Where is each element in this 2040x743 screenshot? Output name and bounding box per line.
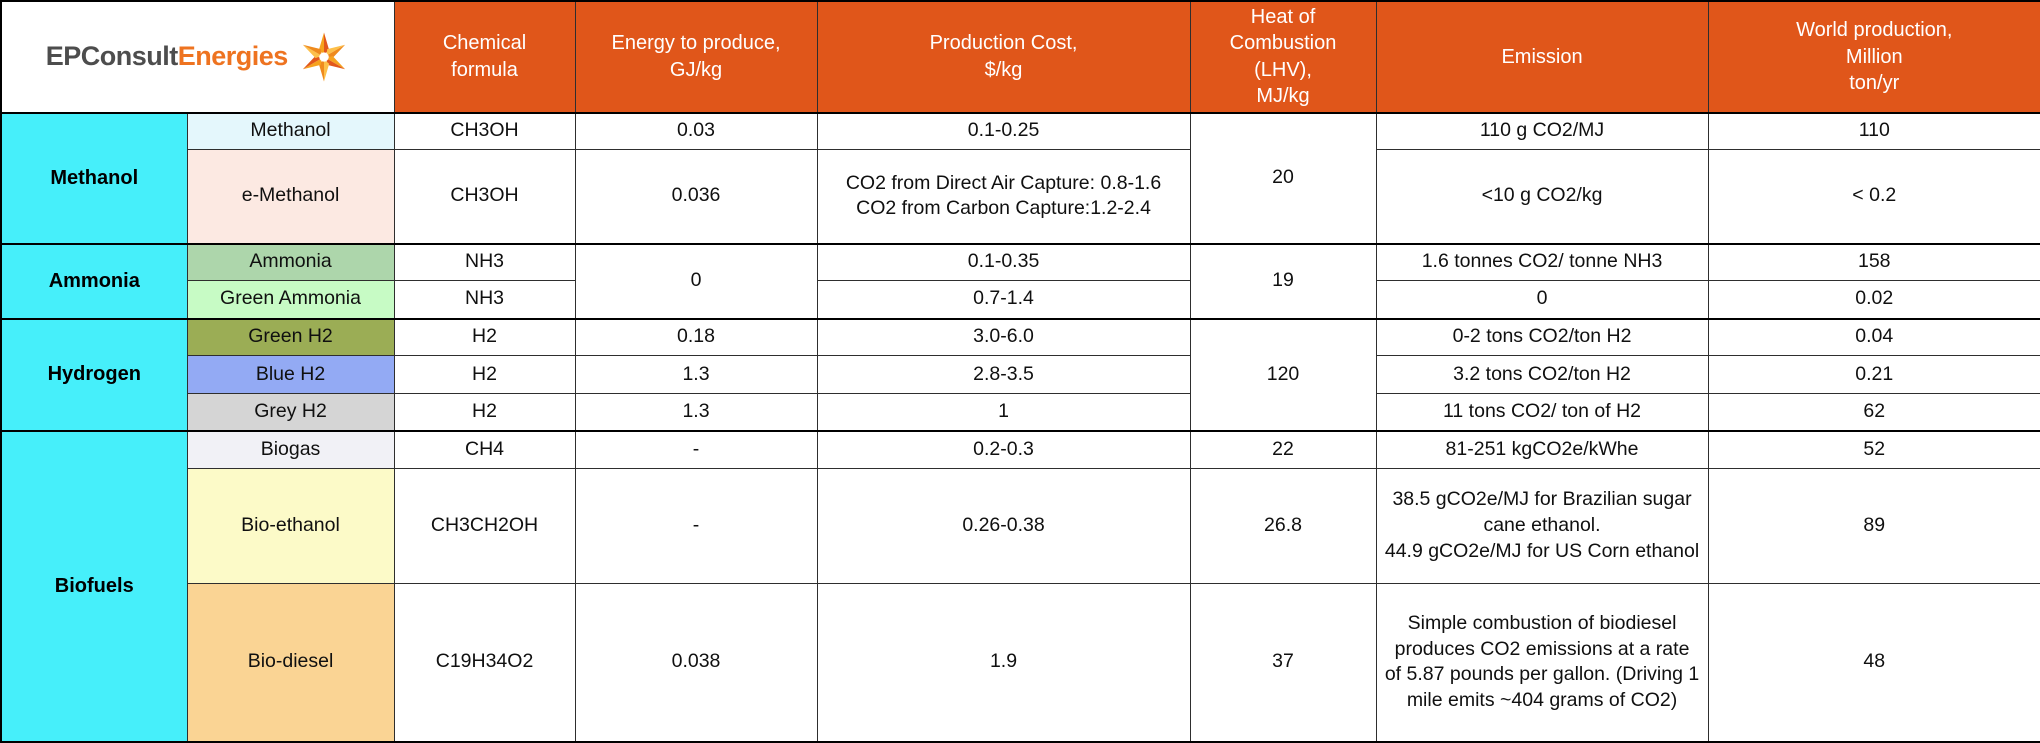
row-methanol: Methanol Methanol CH3OH 0.03 0.1-0.25 20… xyxy=(0,111,2040,245)
row-ammonia: Ammonia Ammonia NH3 0 0.1-0.35 19 1.6 to… xyxy=(0,242,2040,320)
row-bio-diesel: Bio-diesel C19H34O2 0.038 1.9 37 Simple … xyxy=(1,583,2040,743)
production-grey-h2: 62 xyxy=(1707,393,2040,432)
cost-e-methanol: CO2 from Direct Air Capture: 0.8-1.6 CO2… xyxy=(816,149,1191,245)
lhv-biogas: 22 xyxy=(1189,429,1377,470)
production-bio-diesel: 48 xyxy=(1707,583,2040,743)
energy-biogas: - xyxy=(574,429,818,470)
production-green-ammonia: 0.02 xyxy=(1707,280,2040,320)
emission-biogas: 81-251 kgCO2e/kWhe xyxy=(1375,429,1709,470)
production-bio-ethanol: 89 xyxy=(1707,468,2040,585)
cost-biogas: 0.2-0.3 xyxy=(816,429,1191,470)
energy-bio-ethanol: - xyxy=(574,468,818,585)
cost-blue-h2: 2.8-3.5 xyxy=(816,355,1191,395)
energy-grey-h2: 1.3 xyxy=(574,393,818,432)
row-e-methanol: e-Methanol CH3OH 0.036 CO2 from Direct A… xyxy=(1,149,2040,245)
emission-bio-ethanol: 38.5 gCO2e/MJ for Brazilian sugar cane e… xyxy=(1375,468,1709,585)
brand-part-epconsult: EPConsult xyxy=(45,40,179,71)
brand-wordmark: EPConsultEnergies xyxy=(45,39,289,75)
lhv-methanol-group: 20 xyxy=(1189,111,1377,245)
header-row: EPConsultEnergies Chemical formula Energ… xyxy=(0,0,2040,114)
production-e-methanol: < 0.2 xyxy=(1707,149,2040,245)
fuel-bio-diesel: Bio-diesel xyxy=(186,583,395,743)
production-green-h2: 0.04 xyxy=(1707,317,2040,357)
cost-methanol: 0.1-0.25 xyxy=(816,111,1191,151)
formula-green-ammonia: NH3 xyxy=(393,280,576,320)
production-biogas: 52 xyxy=(1707,429,2040,470)
brand-part-energies: Energies xyxy=(177,40,289,71)
col-header-chemical-formula: Chemical formula xyxy=(393,0,576,114)
energy-ammonia-group: 0 xyxy=(574,242,818,320)
formula-ammonia: NH3 xyxy=(393,242,576,282)
cost-bio-ethanol: 0.26-0.38 xyxy=(816,468,1191,585)
production-ammonia: 158 xyxy=(1707,242,2040,282)
energy-bio-diesel: 0.038 xyxy=(574,583,818,743)
fuel-methanol: Methanol xyxy=(186,111,395,151)
row-green-h2: Hydrogen Green H2 H2 0.18 3.0-6.0 120 0-… xyxy=(0,317,2040,432)
emission-green-h2: 0-2 tons CO2/ton H2 xyxy=(1375,317,1709,357)
fuel-green-h2: Green H2 xyxy=(186,317,395,357)
emission-blue-h2: 3.2 tons CO2/ton H2 xyxy=(1375,355,1709,395)
col-header-cost: Production Cost, $/kg xyxy=(816,0,1191,114)
category-ammonia: Ammonia xyxy=(0,242,188,320)
formula-bio-diesel: C19H34O2 xyxy=(393,583,576,743)
col-header-emission: Emission xyxy=(1375,0,1709,114)
formula-biogas: CH4 xyxy=(393,429,576,470)
formula-methanol: CH3OH xyxy=(393,111,576,151)
emission-grey-h2: 11 tons CO2/ ton of H2 xyxy=(1375,393,1709,432)
cost-ammonia: 0.1-0.35 xyxy=(816,242,1191,282)
fuel-green-ammonia: Green Ammonia xyxy=(186,280,395,320)
formula-grey-h2: H2 xyxy=(393,393,576,432)
lhv-bio-ethanol: 26.8 xyxy=(1189,468,1377,585)
row-bio-ethanol: Bio-ethanol CH3CH2OH - 0.26-0.38 26.8 38… xyxy=(1,468,2040,585)
formula-e-methanol: CH3OH xyxy=(393,149,576,245)
emission-green-ammonia: 0 xyxy=(1375,280,1709,320)
starburst-icon xyxy=(302,32,345,82)
fuel-ammonia: Ammonia xyxy=(186,242,395,282)
formula-green-h2: H2 xyxy=(393,317,576,357)
category-biofuels: Biofuels xyxy=(0,429,188,743)
col-header-energy: Energy to produce, GJ/kg xyxy=(574,0,818,114)
col-header-lhv: Heat of Combustion (LHV), MJ/kg xyxy=(1189,0,1377,114)
cost-green-ammonia: 0.7-1.4 xyxy=(816,280,1191,320)
logo-cell: EPConsultEnergies xyxy=(0,0,395,114)
category-hydrogen: Hydrogen xyxy=(0,317,188,432)
production-blue-h2: 0.21 xyxy=(1707,355,2040,395)
fuel-bio-ethanol: Bio-ethanol xyxy=(186,468,395,585)
emission-methanol: 110 g CO2/MJ xyxy=(1375,111,1709,151)
fuel-blue-h2: Blue H2 xyxy=(186,355,395,395)
emission-bio-diesel: Simple combustion of biodiesel produces … xyxy=(1375,583,1709,743)
energy-methanol: 0.03 xyxy=(574,111,818,151)
cost-bio-diesel: 1.9 xyxy=(816,583,1191,743)
row-blue-h2: Blue H2 H2 1.3 2.8-3.5 3.2 tons CO2/ton … xyxy=(1,355,2040,395)
energy-e-methanol: 0.036 xyxy=(574,149,818,245)
category-methanol: Methanol xyxy=(0,111,188,245)
cost-grey-h2: 1 xyxy=(816,393,1191,432)
formula-blue-h2: H2 xyxy=(393,355,576,395)
row-biogas: Biofuels Biogas CH4 - 0.2-0.3 22 81-251 … xyxy=(0,429,2040,743)
fuel-e-methanol: e-Methanol xyxy=(186,149,395,245)
cost-green-h2: 3.0-6.0 xyxy=(816,317,1191,357)
energy-green-h2: 0.18 xyxy=(574,317,818,357)
lhv-bio-diesel: 37 xyxy=(1189,583,1377,743)
fuel-biogas: Biogas xyxy=(186,429,395,470)
lhv-hydrogen-group: 120 xyxy=(1189,317,1377,432)
production-methanol: 110 xyxy=(1707,111,2040,151)
energy-blue-h2: 1.3 xyxy=(574,355,818,395)
formula-bio-ethanol: CH3CH2OH xyxy=(393,468,576,585)
lhv-ammonia-group: 19 xyxy=(1189,242,1377,320)
fuel-grey-h2: Grey H2 xyxy=(186,393,395,432)
row-grey-h2: Grey H2 H2 1.3 1 11 tons CO2/ ton of H2 … xyxy=(1,393,2040,432)
col-header-production: World production, Million ton/yr xyxy=(1707,0,2040,114)
emission-e-methanol: <10 g CO2/kg xyxy=(1375,149,1709,245)
emission-ammonia: 1.6 tonnes CO2/ tonne NH3 xyxy=(1375,242,1709,282)
row-green-ammonia: Green Ammonia NH3 0.7-1.4 0 0.02 xyxy=(1,280,2040,320)
